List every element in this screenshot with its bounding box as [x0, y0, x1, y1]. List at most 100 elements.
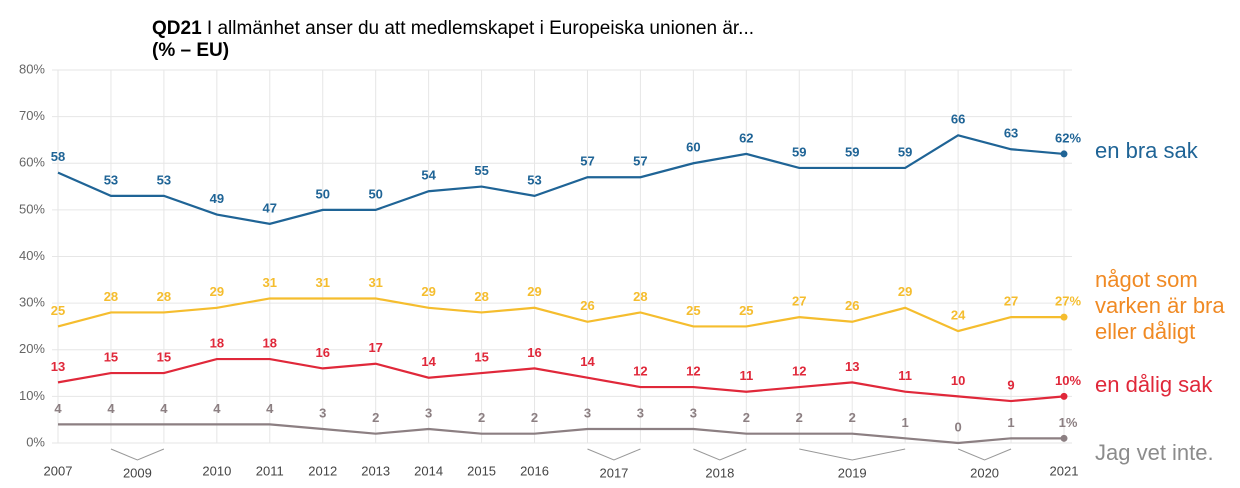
- value-label: 29: [527, 284, 541, 299]
- y-tick-label: 10%: [19, 388, 45, 403]
- value-label: 62%: [1055, 130, 1081, 145]
- x-tick-label: 2016: [520, 463, 549, 478]
- value-label: 31: [368, 275, 382, 290]
- value-label: 4: [213, 401, 221, 416]
- x-tick-label: 2021: [1050, 463, 1079, 478]
- x-tick-label: 2011: [256, 463, 284, 478]
- value-label: 28: [157, 289, 171, 304]
- value-label: 17: [368, 340, 382, 355]
- value-label: 15: [474, 350, 488, 365]
- y-tick-label: 60%: [19, 155, 45, 170]
- value-label: 2: [796, 410, 803, 425]
- value-label: 49: [210, 191, 224, 206]
- value-label: 12: [633, 363, 647, 378]
- title-text: I allmänhet anser du att medlemskapet i …: [206, 18, 755, 39]
- x-tick-label: 2009: [123, 465, 152, 480]
- value-label: 4: [160, 401, 168, 416]
- value-label: 4: [54, 401, 62, 416]
- value-label: 58: [51, 149, 65, 164]
- value-label: 3: [637, 405, 644, 420]
- value-label: 31: [263, 275, 277, 290]
- legend-label: Jag vet inte.: [1095, 440, 1214, 466]
- value-label: 31: [316, 275, 330, 290]
- value-label: 15: [104, 350, 118, 365]
- value-label: 18: [210, 336, 224, 351]
- end-dot: [1060, 434, 1068, 442]
- value-label: 66: [951, 112, 965, 127]
- value-label: 29: [421, 284, 435, 299]
- value-label: 59: [898, 144, 912, 159]
- value-label: 29: [898, 284, 912, 299]
- series-line: [58, 423, 1064, 445]
- value-label: 27: [1004, 294, 1018, 309]
- value-label: 2: [849, 410, 856, 425]
- x-tick-label: 2018: [705, 465, 734, 480]
- value-label: 11: [898, 368, 912, 383]
- value-label: 55: [474, 163, 488, 178]
- value-label: 29: [210, 284, 224, 299]
- y-tick-label: 80%: [19, 61, 45, 76]
- value-label: 4: [107, 401, 115, 416]
- series-line: [57, 297, 1064, 333]
- value-label: 15: [157, 350, 171, 365]
- x-tick-label: 2015: [467, 463, 496, 478]
- value-label: 2: [743, 410, 750, 425]
- x-tick-label: 2017: [599, 465, 628, 480]
- value-label: 0: [954, 419, 961, 434]
- value-label: 12: [686, 363, 700, 378]
- value-label: 9: [1007, 377, 1014, 392]
- value-label: 54: [421, 168, 436, 183]
- value-label: 1: [1007, 415, 1014, 430]
- value-label: 2: [372, 410, 379, 425]
- y-tick-label: 0%: [26, 434, 45, 449]
- value-label: 59: [792, 144, 806, 159]
- value-label: 10: [951, 373, 965, 388]
- value-label: 14: [580, 354, 595, 369]
- x-tick-label: 2007: [44, 463, 73, 478]
- y-tick-label: 20%: [19, 341, 45, 356]
- title-bold: QD21: [152, 18, 202, 39]
- value-label: 57: [580, 154, 594, 169]
- x-tick-label: 2013: [361, 463, 390, 478]
- y-tick-label: 50%: [19, 201, 45, 216]
- legend-label: en dålig sak: [1095, 372, 1213, 398]
- value-label: 60: [686, 140, 700, 155]
- y-tick-label: 30%: [19, 295, 45, 310]
- x-tick-label: 2014: [414, 463, 443, 478]
- value-label: 27: [792, 294, 806, 309]
- value-label: 3: [690, 405, 697, 420]
- value-label: 12: [792, 363, 806, 378]
- value-label: 50: [368, 186, 382, 201]
- x-tick-label: 2012: [308, 463, 337, 478]
- value-label: 26: [845, 298, 859, 313]
- subtitle: (% – EU): [152, 40, 230, 61]
- value-label: 53: [104, 172, 118, 187]
- x-group-bracket: [957, 448, 1012, 461]
- value-label: 4: [266, 401, 274, 416]
- value-label: 14: [421, 354, 436, 369]
- value-label: 3: [425, 405, 432, 420]
- value-label: 2: [478, 410, 485, 425]
- x-tick-label: 2020: [970, 465, 999, 480]
- x-group-bracket: [110, 448, 165, 461]
- value-label: 16: [527, 345, 541, 360]
- y-tick-label: 70%: [19, 108, 45, 123]
- x-group-bracket: [587, 448, 641, 461]
- x-tick-label: 2019: [838, 465, 867, 480]
- value-label: 2: [531, 410, 538, 425]
- value-label: 28: [633, 289, 647, 304]
- value-label: 25: [739, 303, 753, 318]
- value-label: 18: [263, 336, 277, 351]
- value-label: 27%: [1055, 294, 1081, 309]
- end-dot: [1060, 392, 1068, 400]
- value-label: 3: [584, 405, 591, 420]
- value-label: 47: [263, 200, 277, 215]
- value-label: 10%: [1055, 373, 1081, 388]
- x-tick-label: 2010: [202, 463, 231, 478]
- value-label: 62: [739, 130, 753, 145]
- value-label: 57: [633, 154, 647, 169]
- series-line: [57, 134, 1065, 225]
- value-label: 53: [527, 172, 541, 187]
